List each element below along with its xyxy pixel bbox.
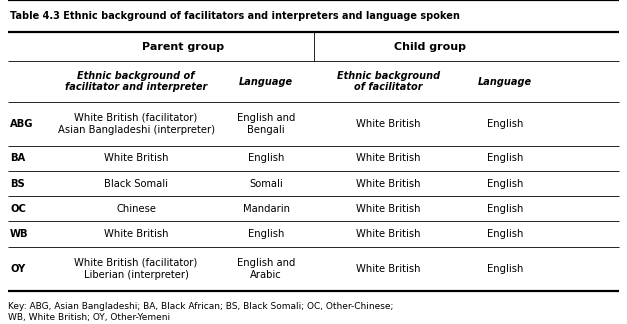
Text: White British (facilitator)
Asian Bangladeshi (interpreter): White British (facilitator) Asian Bangla…	[58, 113, 214, 134]
Text: Black Somali: Black Somali	[104, 179, 168, 189]
Text: Mandarin: Mandarin	[243, 204, 290, 214]
Text: Language: Language	[239, 76, 293, 87]
Text: Ethnic background of
facilitator and interpreter: Ethnic background of facilitator and int…	[65, 71, 207, 92]
Text: Ethnic background
of facilitator: Ethnic background of facilitator	[337, 71, 440, 92]
Text: White British: White British	[104, 153, 168, 163]
Text: Language: Language	[478, 76, 532, 87]
Text: English and
Arabic: English and Arabic	[237, 258, 295, 280]
Text: English: English	[487, 179, 523, 189]
Text: White British: White British	[356, 229, 421, 239]
Text: English and
Bengali: English and Bengali	[237, 113, 295, 134]
Text: White British: White British	[356, 204, 421, 214]
Text: White British: White British	[356, 264, 421, 274]
Text: OY: OY	[10, 264, 25, 274]
Text: English: English	[487, 119, 523, 129]
Text: OC: OC	[10, 204, 26, 214]
Text: Parent group: Parent group	[142, 42, 224, 52]
Text: White British: White British	[356, 153, 421, 163]
Text: Somali: Somali	[249, 179, 283, 189]
Text: English: English	[487, 153, 523, 163]
Text: English: English	[487, 229, 523, 239]
Text: BA: BA	[10, 153, 25, 163]
Text: English: English	[487, 264, 523, 274]
Text: Chinese: Chinese	[116, 204, 156, 214]
Text: Key: ABG, Asian Bangladeshi; BA, Black African; BS, Black Somali; OC, Other-Chin: Key: ABG, Asian Bangladeshi; BA, Black A…	[8, 302, 393, 322]
Text: White British: White British	[104, 229, 168, 239]
Text: Child group: Child group	[394, 42, 466, 52]
Text: English: English	[487, 204, 523, 214]
Text: BS: BS	[10, 179, 25, 189]
Text: English: English	[248, 229, 284, 239]
Text: White British: White British	[356, 119, 421, 129]
Text: WB: WB	[10, 229, 29, 239]
Text: White British (facilitator)
Liberian (interpreter): White British (facilitator) Liberian (in…	[75, 258, 198, 280]
Text: English: English	[248, 153, 284, 163]
Text: White British: White British	[356, 179, 421, 189]
Text: Table 4.3 Ethnic background of facilitators and interpreters and language spoken: Table 4.3 Ethnic background of facilitat…	[10, 11, 460, 21]
Text: ABG: ABG	[10, 119, 33, 129]
